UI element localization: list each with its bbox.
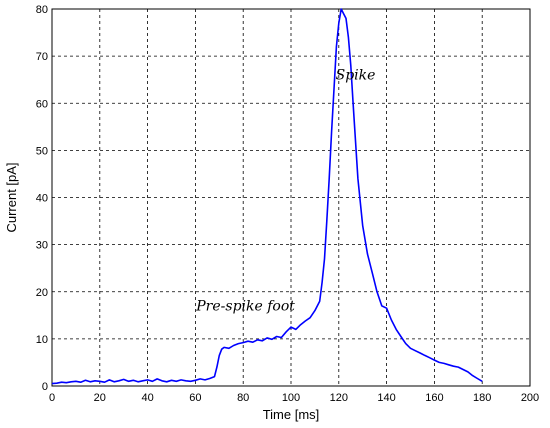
y-tick-label: 60 xyxy=(36,98,48,110)
x-axis-label: Time [ms] xyxy=(263,407,320,422)
y-tick-label: 0 xyxy=(42,381,48,393)
series-line xyxy=(51,8,483,385)
y-tick-label: 30 xyxy=(36,240,48,252)
x-tick-label: 0 xyxy=(49,392,55,404)
plot-frame xyxy=(51,8,531,387)
y-axis-ticks: 0 10 20 30 40 50 60 70 80 xyxy=(36,4,48,393)
x-tick-label: 140 xyxy=(377,392,395,404)
x-tick-label: 160 xyxy=(425,392,443,404)
y-tick-label: 20 xyxy=(36,287,48,299)
x-tick-label: 80 xyxy=(237,392,249,404)
y-tick-label: 10 xyxy=(36,334,48,346)
x-axis-ticks: 0 20 40 60 80 100 120 140 160 180 200 xyxy=(49,392,539,404)
annotations: Spike Pre-spike foot xyxy=(195,68,375,315)
x-tick-label: 200 xyxy=(521,392,539,404)
y-axis-label: Current [pA] xyxy=(4,162,19,232)
x-tick-label: 120 xyxy=(330,392,348,404)
y-tick-label: 40 xyxy=(36,193,48,205)
x-tick-label: 100 xyxy=(282,392,300,404)
annotation-label: Pre-spike foot xyxy=(195,299,295,315)
x-tick-label: 40 xyxy=(141,392,153,404)
x-tick-label: 20 xyxy=(94,392,106,404)
x-tick-label: 180 xyxy=(473,392,491,404)
annotation-label: Spike xyxy=(336,68,376,84)
grid xyxy=(52,9,530,386)
y-tick-label: 50 xyxy=(36,145,48,157)
y-tick-label: 70 xyxy=(36,51,48,63)
y-tick-label: 80 xyxy=(36,4,48,16)
x-tick-label: 60 xyxy=(189,392,201,404)
